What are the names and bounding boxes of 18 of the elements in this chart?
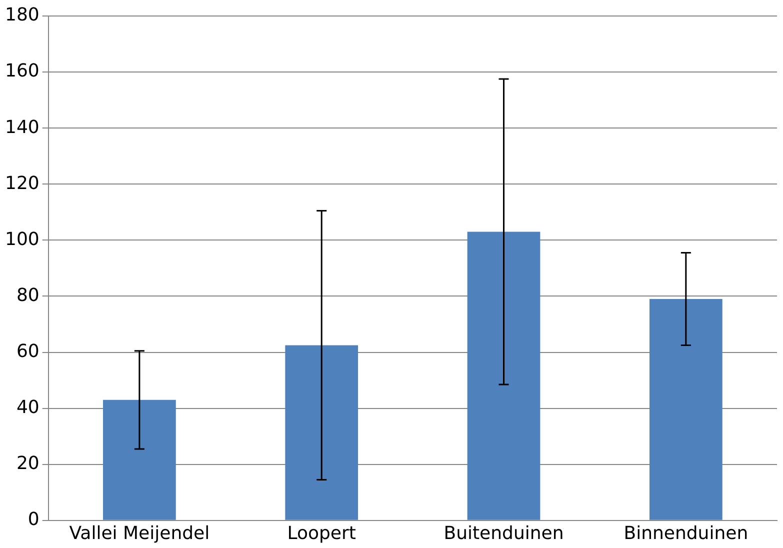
- x-tick-label: Buitenduinen: [444, 522, 564, 544]
- x-tick-label: Loopert: [287, 522, 356, 544]
- bar: [285, 345, 358, 520]
- y-tick-label: 180: [4, 4, 40, 26]
- x-tick-label: Vallei Meijendel: [69, 522, 210, 544]
- y-tick-label: 20: [16, 453, 40, 474]
- y-tick-label: 0: [28, 509, 40, 530]
- y-tick-label: 160: [4, 60, 40, 82]
- bar: [467, 232, 540, 520]
- y-tick-label: 40: [16, 396, 40, 418]
- y-tick-label: 120: [4, 172, 40, 194]
- y-tick-label: 100: [4, 228, 40, 250]
- bar: [103, 400, 176, 520]
- y-tick-label: 80: [16, 284, 40, 306]
- bar: [649, 299, 722, 520]
- y-tick-label: 140: [4, 116, 40, 138]
- x-tick-label: Binnenduinen: [624, 522, 748, 544]
- y-tick-label: 60: [16, 340, 40, 362]
